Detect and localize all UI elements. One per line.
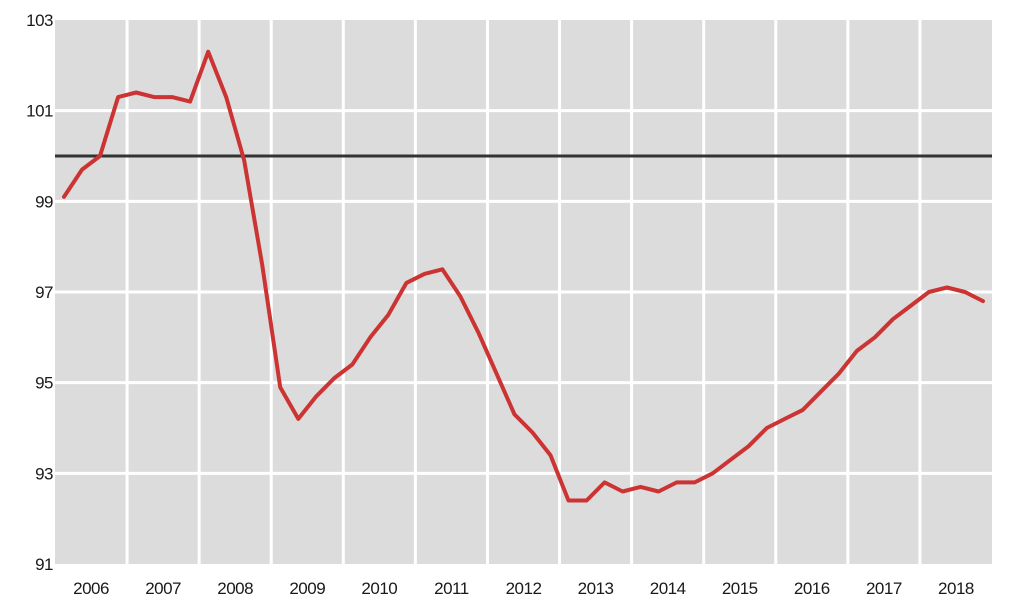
x-tick-label-2007: 2007 [145,579,181,598]
x-tick-label-2015: 2015 [722,579,758,598]
x-tick-label-2010: 2010 [361,579,397,598]
x-tick-label-2018: 2018 [938,579,974,598]
series-layer [62,49,985,503]
y-tick-labels: 91 93 95 97 99 101 103 [26,11,53,574]
x-tick-label-2017: 2017 [866,579,902,598]
x-tick-labels: 2006 2007 2008 2009 2010 2011 2012 2013 2014 2015… [73,579,974,598]
y-tick-label-97: 97 [35,283,53,302]
y-tick-label-91: 91 [35,555,53,574]
series-line-0 [62,49,985,503]
x-tick-label-2013: 2013 [578,579,614,598]
x-tick-label-2009: 2009 [289,579,325,598]
y-tick-label-101: 101 [26,102,53,121]
y-tick-label-93: 93 [35,464,53,483]
y-tick-label-103: 103 [26,11,53,30]
y-tick-label-95: 95 [35,374,53,393]
y-tick-label-99: 99 [35,192,53,211]
x-tick-label-2006: 2006 [73,579,109,598]
x-tick-label-2016: 2016 [794,579,830,598]
grid-lines [55,20,992,564]
x-tick-label-2012: 2012 [506,579,542,598]
x-tick-label-2011: 2011 [434,579,469,598]
x-tick-label-2014: 2014 [650,579,686,598]
x-tick-label-2008: 2008 [217,579,253,598]
